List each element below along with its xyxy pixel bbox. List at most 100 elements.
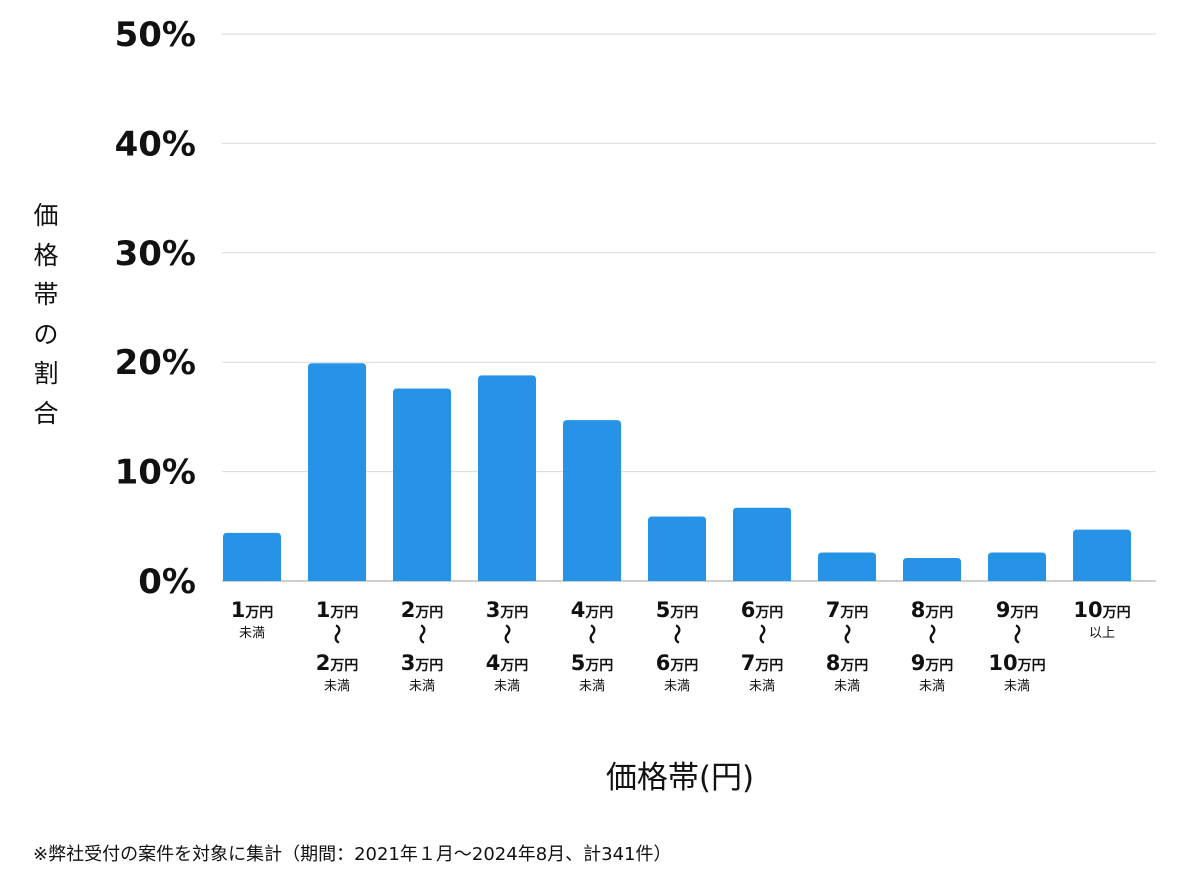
y-axis-label-char: 合: [33, 398, 59, 428]
x-tick-unit: 万円: [329, 605, 358, 621]
x-tick-label: 1万円: [231, 598, 274, 622]
y-tick-label: 40%: [115, 124, 196, 164]
bar: [393, 388, 451, 581]
x-tick-label: 5万円: [571, 651, 614, 675]
x-tick-number: 7: [826, 598, 841, 622]
bar: [223, 532, 281, 581]
x-tick-number: 1: [316, 598, 331, 622]
bar: [988, 552, 1046, 581]
range-separator: 〜: [580, 624, 604, 644]
x-tick-label: 8万円: [826, 651, 869, 675]
x-tick-number: 5: [656, 598, 671, 622]
x-tick-label: 9万円: [996, 598, 1039, 622]
bar: [563, 420, 621, 581]
x-tick-label: 8万円: [911, 598, 954, 622]
x-tick-unit: 万円: [244, 605, 273, 621]
x-tick-label: 10万円: [1073, 598, 1130, 622]
y-axis-ticks: 0% 10% 20% 30% 40% 50%: [115, 15, 196, 602]
bar: [818, 552, 876, 581]
x-tick-note: 未満: [239, 626, 265, 641]
x-tick-number: 9: [911, 651, 926, 675]
x-tick-number: 3: [401, 651, 416, 675]
range-separator: 〜: [750, 624, 774, 644]
x-tick-label: 7万円: [741, 651, 784, 675]
x-tick-note: 未満: [579, 679, 605, 694]
x-tick-number: 8: [826, 651, 841, 675]
x-tick-number: 10: [988, 651, 1017, 675]
y-tick-label: 0%: [138, 562, 196, 602]
x-axis-label: 価格帯(円): [605, 760, 755, 796]
x-tick-note: 未満: [664, 679, 690, 694]
bar: [733, 507, 791, 581]
x-tick-number: 5: [571, 651, 586, 675]
x-tick-unit: 万円: [584, 658, 613, 674]
y-tick-label: 20%: [115, 343, 196, 383]
y-axis-label-char: 帯: [33, 280, 59, 309]
y-axis-label-char: の: [33, 319, 59, 349]
range-separator: 〜: [835, 624, 859, 644]
y-axis-label-char: 割: [33, 359, 59, 388]
x-tick-unit: 万円: [839, 605, 868, 621]
x-tick-number: 4: [486, 651, 501, 675]
x-tick-unit: 万円: [754, 658, 783, 674]
y-tick-label: 50%: [115, 15, 196, 55]
x-tick-unit: 万円: [669, 658, 698, 674]
footnote: ※弊社受付の案件を対象に集計（期間：2021年１月〜2024年8月、計341件）: [33, 844, 672, 865]
y-tick-label: 10%: [115, 453, 196, 493]
bar: [903, 558, 961, 581]
range-separator: 〜: [495, 624, 519, 644]
x-tick-unit: 万円: [414, 658, 443, 674]
x-tick-unit: 万円: [414, 605, 443, 621]
x-tick-note: 未満: [494, 679, 520, 694]
x-tick-note: 未満: [749, 679, 775, 694]
x-tick-number: 1: [231, 598, 246, 622]
x-tick-number: 6: [741, 598, 756, 622]
bar: [478, 375, 536, 581]
x-tick-unit: 万円: [584, 605, 613, 621]
x-tick-unit: 万円: [669, 605, 698, 621]
x-tick-unit: 万円: [754, 605, 783, 621]
x-tick-number: 4: [571, 598, 586, 622]
x-tick-unit: 万円: [329, 658, 358, 674]
range-separator: 〜: [920, 624, 944, 644]
x-tick-label: 9万円: [911, 651, 954, 675]
x-tick-label: 10万円: [988, 651, 1045, 675]
x-tick-label: 4万円: [486, 651, 529, 675]
x-axis-ticks: 1万円未満1万円〜2万円未満2万円〜3万円未満3万円〜4万円未満4万円〜5万円未…: [231, 598, 1131, 694]
range-separator: 〜: [1005, 624, 1029, 644]
y-axis-label: 価格帯の割合: [26, 196, 66, 433]
bars: [223, 363, 1131, 581]
x-tick-number: 2: [316, 651, 331, 675]
x-tick-label: 6万円: [741, 598, 784, 622]
range-separator: 〜: [665, 624, 689, 644]
bar: [1073, 529, 1131, 581]
x-tick-label: 2万円: [401, 598, 444, 622]
y-axis-label-char: 価: [33, 201, 59, 230]
x-tick-label: 4万円: [571, 598, 614, 622]
x-tick-label: 3万円: [401, 651, 444, 675]
x-tick-number: 2: [401, 598, 416, 622]
x-tick-label: 5万円: [656, 598, 699, 622]
x-tick-label: 1万円: [316, 598, 359, 622]
x-tick-number: 3: [486, 598, 501, 622]
x-tick-unit: 万円: [1102, 605, 1131, 621]
bar: [648, 516, 706, 581]
x-tick-unit: 万円: [839, 658, 868, 674]
x-tick-label: 6万円: [656, 651, 699, 675]
x-tick-note: 未満: [409, 679, 435, 694]
x-tick-number: 7: [741, 651, 756, 675]
x-tick-label: 7万円: [826, 598, 869, 622]
x-tick-note: 未満: [324, 679, 350, 694]
x-tick-note: 未満: [1004, 679, 1030, 694]
x-tick-unit: 万円: [499, 658, 528, 674]
x-tick-note: 以上: [1089, 626, 1115, 641]
x-tick-number: 8: [911, 598, 926, 622]
